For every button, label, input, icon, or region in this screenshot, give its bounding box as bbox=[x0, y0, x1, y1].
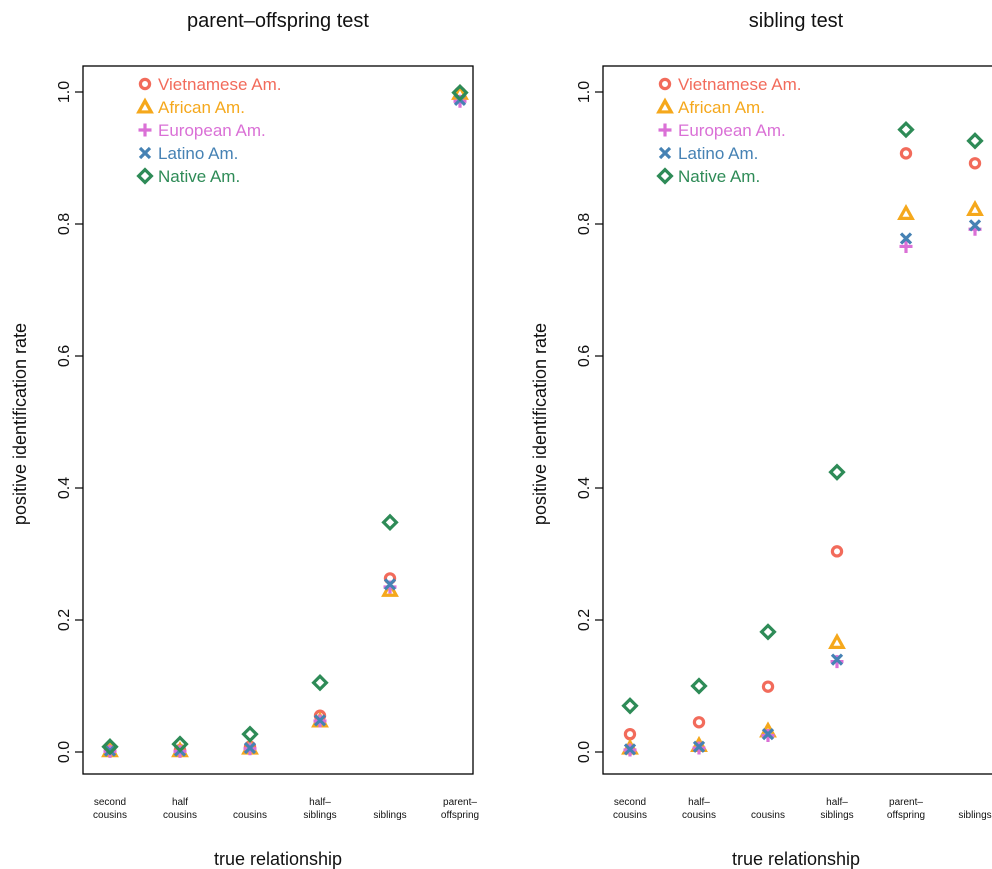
legend-label: African Am. bbox=[678, 98, 765, 117]
plot-frame bbox=[602, 65, 992, 775]
x-tick-label: cousins bbox=[233, 810, 267, 821]
data-point bbox=[623, 743, 637, 756]
y-tick-label: 0.8 bbox=[56, 213, 73, 235]
legend-label: Vietnamese Am. bbox=[158, 75, 281, 94]
x-tick-label: parent– offspring bbox=[887, 797, 925, 821]
y-axis-label: positive identification rate bbox=[10, 323, 30, 525]
x-tick-label: siblings bbox=[958, 810, 991, 821]
legend-plus-icon bbox=[658, 123, 672, 137]
data-point bbox=[171, 735, 189, 753]
series-x bbox=[103, 93, 467, 757]
data-point bbox=[451, 83, 469, 102]
data-point bbox=[243, 741, 257, 755]
legend-label: Vietnamese Am. bbox=[678, 75, 801, 94]
panel-title: sibling test bbox=[749, 10, 844, 32]
data-point bbox=[828, 463, 846, 481]
data-point bbox=[897, 203, 915, 220]
data-point bbox=[968, 157, 982, 170]
data-point bbox=[966, 132, 984, 150]
x-tick-label: half cousins bbox=[163, 797, 197, 821]
y-tick-label: 1.0 bbox=[56, 81, 73, 103]
y-tick-label: 0.6 bbox=[576, 345, 593, 367]
y-axis-label: positive identification rate bbox=[530, 323, 550, 525]
x-tick-label: second cousins bbox=[613, 797, 647, 821]
data-point bbox=[899, 239, 913, 253]
data-point bbox=[828, 632, 846, 650]
x-tick-label: half– cousins bbox=[682, 797, 716, 821]
x-tick-label: siblings bbox=[373, 810, 406, 821]
panel-2: sibling test 0.0 0.2 0.4 0.6 0.8 1.0 positive i… bbox=[530, 10, 992, 869]
legend-label: European Am. bbox=[678, 121, 786, 140]
data-point bbox=[899, 147, 913, 160]
data-point bbox=[692, 716, 706, 729]
legend-diamond-icon bbox=[656, 167, 674, 185]
y-tick-label: 0.2 bbox=[576, 609, 593, 631]
plot-frame bbox=[82, 65, 474, 775]
legend-x-icon bbox=[658, 146, 672, 160]
legend-x-icon bbox=[138, 146, 152, 160]
data-point bbox=[383, 578, 397, 591]
x-tick-label: second cousins bbox=[93, 797, 127, 821]
data-point bbox=[759, 623, 777, 641]
series-plus bbox=[623, 222, 982, 757]
data-point bbox=[761, 728, 775, 741]
legend-label: Native Am. bbox=[678, 167, 760, 186]
legend-label: Latino Am. bbox=[678, 144, 758, 163]
x-tick-label: half– siblings bbox=[820, 797, 853, 821]
y-tick-label: 0.8 bbox=[576, 213, 593, 235]
data-point bbox=[623, 727, 637, 741]
data-point bbox=[313, 714, 327, 727]
legend-triangle-icon bbox=[656, 97, 674, 114]
legend-diamond-icon bbox=[136, 167, 154, 185]
x-tick-label: cousins bbox=[751, 810, 785, 821]
legend: Vietnamese Am. African Am. European Am. Lat… bbox=[656, 75, 801, 186]
panel-title: parent–offspring test bbox=[187, 10, 369, 32]
panel-1: parent–offspring test 0.0 0.2 0.4 0.6 0.8 1.0 p… bbox=[10, 10, 479, 869]
legend-circle-icon bbox=[658, 77, 672, 91]
series-x bbox=[623, 219, 982, 756]
legend-circle-icon bbox=[138, 77, 152, 91]
data-point bbox=[968, 219, 982, 232]
data-point bbox=[241, 725, 259, 743]
y-tick-label: 0.4 bbox=[576, 477, 593, 499]
x-tick-label: half– siblings bbox=[303, 797, 336, 821]
data-point bbox=[621, 697, 639, 715]
y-tick-label: 0.2 bbox=[56, 609, 73, 631]
legend-label: European Am. bbox=[158, 121, 266, 140]
y-tick-label: 0.0 bbox=[576, 741, 593, 763]
data-point bbox=[761, 680, 775, 693]
x-axis-label: true relationship bbox=[214, 849, 342, 869]
legend-label: African Am. bbox=[158, 98, 245, 117]
data-point bbox=[966, 199, 984, 217]
x-tick-label: parent– offspring bbox=[441, 797, 479, 821]
data-point bbox=[381, 513, 399, 531]
data-point bbox=[897, 120, 915, 139]
series-triangle bbox=[621, 199, 984, 755]
legend-triangle-icon bbox=[136, 97, 154, 114]
data-point bbox=[899, 232, 913, 245]
series-diamond bbox=[101, 83, 469, 756]
y-tick-label: 0.0 bbox=[56, 741, 73, 763]
legend-plus-icon bbox=[138, 123, 152, 137]
y-tick-label: 1.0 bbox=[576, 81, 593, 103]
data-point bbox=[692, 740, 706, 753]
legend: Vietnamese Am. African Am. European Am. Lat… bbox=[136, 75, 281, 186]
data-point bbox=[690, 677, 708, 695]
series-triangle bbox=[101, 83, 469, 758]
data-point bbox=[101, 738, 119, 756]
series-diamond bbox=[621, 120, 984, 715]
legend-label: Native Am. bbox=[158, 167, 240, 186]
data-point bbox=[830, 653, 844, 666]
series-circle bbox=[103, 86, 467, 757]
x-axis-label: true relationship bbox=[732, 849, 860, 869]
data-point bbox=[311, 674, 329, 692]
data-point bbox=[830, 545, 844, 558]
series-plus bbox=[103, 94, 467, 758]
y-tick-label: 0.4 bbox=[56, 477, 73, 499]
legend-label: Latino Am. bbox=[158, 144, 238, 163]
y-tick-label: 0.6 bbox=[56, 345, 73, 367]
data-point bbox=[103, 744, 117, 757]
series-circle bbox=[623, 147, 982, 741]
